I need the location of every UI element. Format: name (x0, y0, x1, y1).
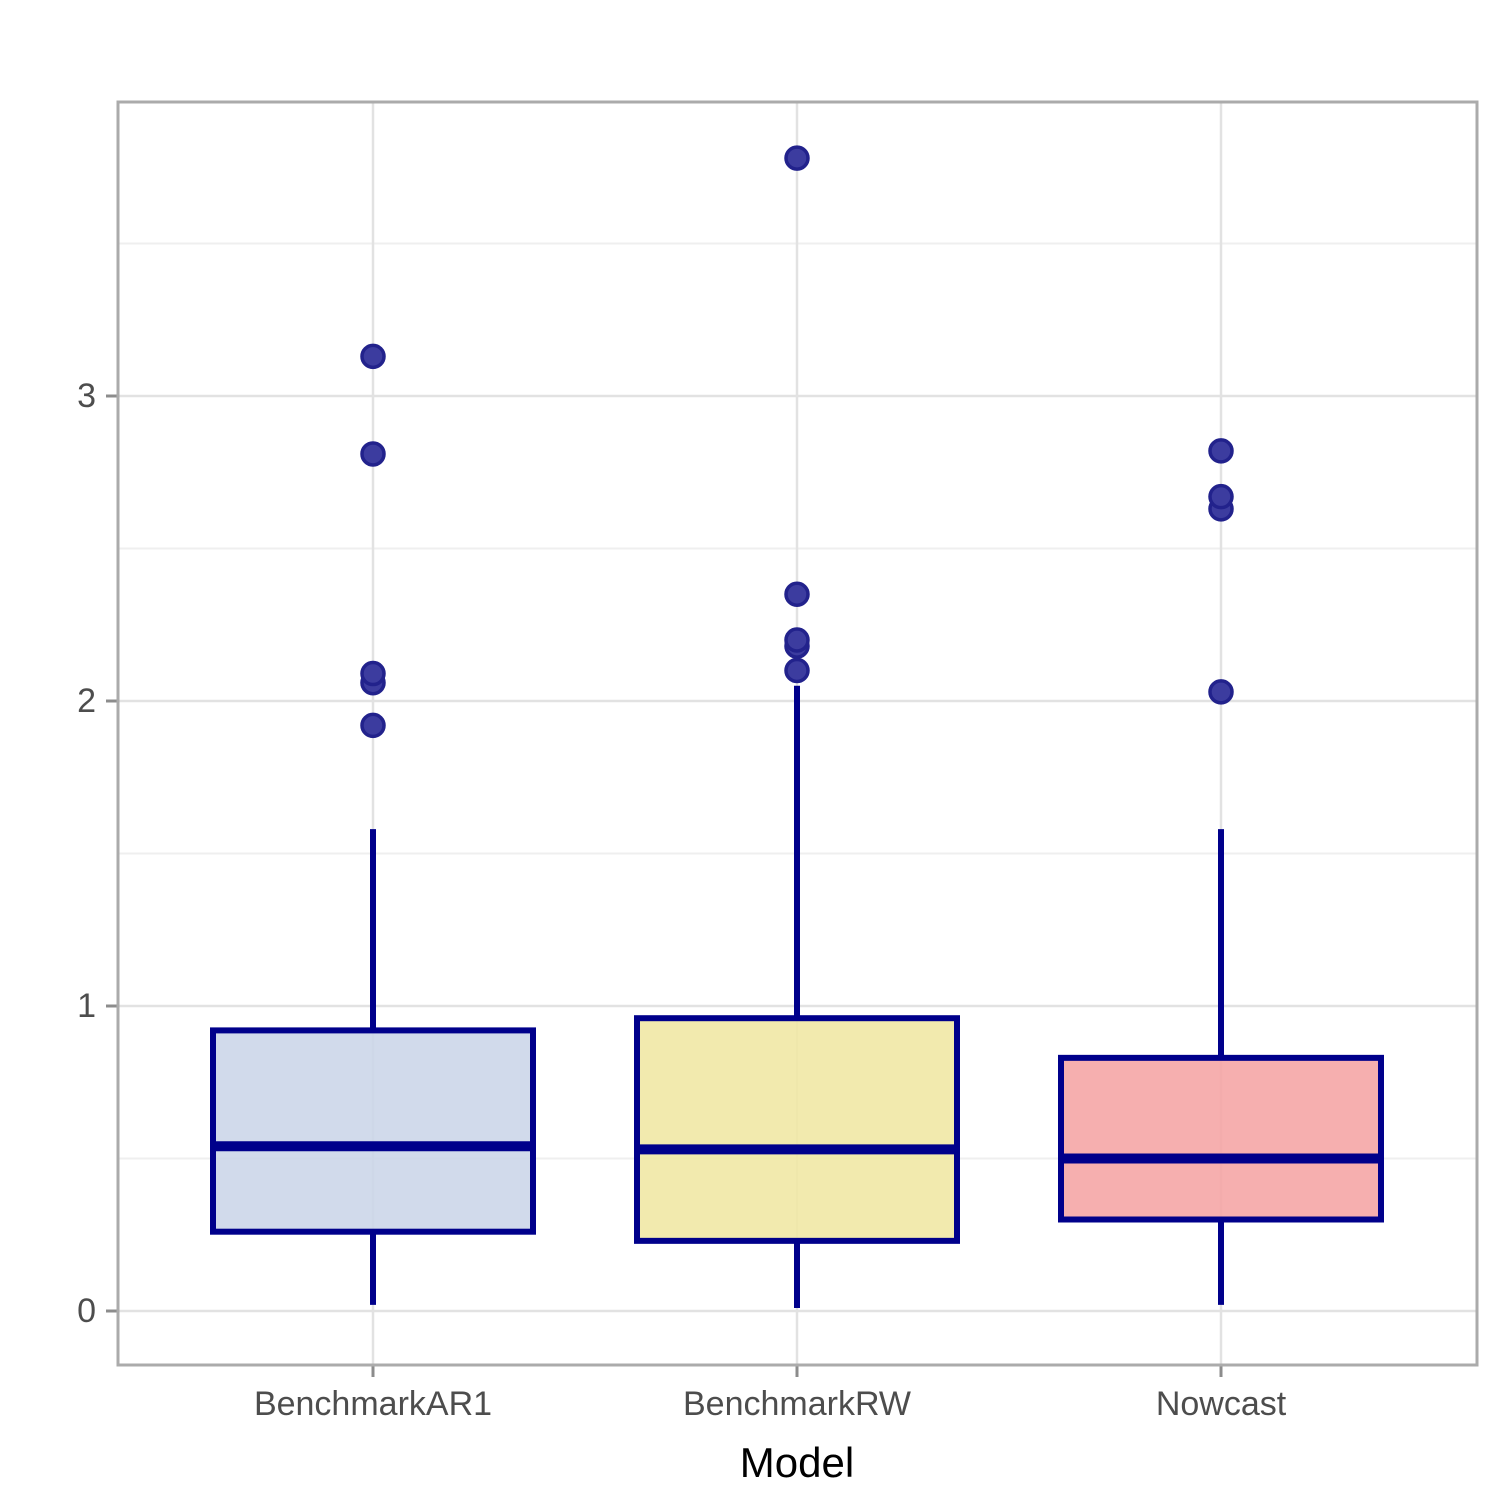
outlier-point-benchmarkar1 (360, 441, 386, 467)
y-tick-label-1: 1 (77, 987, 96, 1025)
panel-border (116, 100, 1479, 1367)
outlier-point-nowcast (1208, 438, 1234, 464)
y-tick-label-0: 0 (77, 1292, 96, 1330)
outlier-point-benchmarkrw (784, 657, 810, 684)
box-nowcast (1058, 1054, 1384, 1223)
outlier-point-nowcast (1208, 679, 1234, 705)
outlier-point-benchmarkar1 (360, 660, 386, 687)
outlier-point-benchmarkrw (784, 581, 810, 607)
outlier-point-benchmarkrw (784, 145, 810, 171)
y-tick-label-3: 3 (77, 377, 96, 415)
x-category-label-nowcast: Nowcast (1155, 1385, 1287, 1423)
outlier-point-benchmarkrw (784, 627, 810, 653)
x-category-label-benchmarkar1: BenchmarkAR1 (253, 1385, 493, 1423)
outlier-point-benchmarkar1 (360, 712, 386, 739)
outlier-point-nowcast (1208, 483, 1234, 510)
box-benchmarkar1 (210, 1027, 536, 1235)
y-tick-label-2: 2 (77, 682, 96, 720)
x-axis-title: Model (739, 1439, 855, 1486)
box-benchmarkrw (634, 1015, 960, 1244)
x-category-label-benchmarkrw: BenchmarkRW (683, 1385, 911, 1423)
outlier-point-benchmarkar1 (360, 343, 386, 370)
